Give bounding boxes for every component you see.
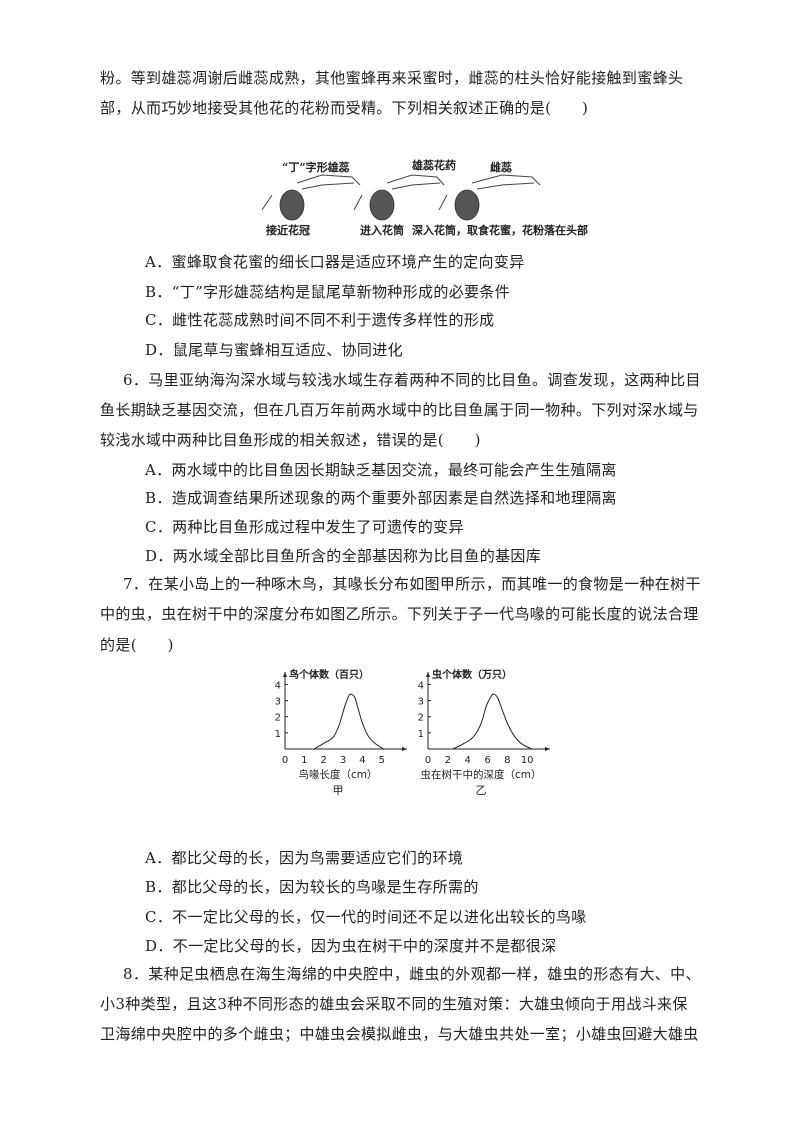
x-tick-label: 3 bbox=[340, 755, 346, 766]
bee-flower-figure: “丁”字形雄蕊 雄蕊花药 雌蕊 接近花冠 进入花筒 深入花筒，取食花蜜，花粉落在… bbox=[261, 155, 588, 245]
q7-option-c: C．不一定比父母的长，仅一代的时间还不足以进化出较长的鸟喙 bbox=[145, 908, 587, 926]
q5-option-d: D．鼠尾草与蜜蜂相互适应、协同进化 bbox=[145, 341, 403, 359]
y-axis-label: 虫个体数（万只） bbox=[432, 668, 512, 681]
x-axis-label: 鸟喙长度（cm） bbox=[298, 768, 377, 781]
q6-text-line: 6．马里亚纳海沟深水域与较浅水域生存着两种不同的比目鱼。调查发现，这两种比目 bbox=[123, 371, 701, 389]
x-tick-label: 2 bbox=[321, 755, 327, 766]
y-tick-label: 1 bbox=[418, 729, 424, 740]
bee-illustration bbox=[261, 174, 541, 221]
x-tick-label: 2 bbox=[445, 755, 451, 766]
y-tick-label: 2 bbox=[418, 713, 424, 724]
q5-text-line: 部，从而巧妙地接受其他花的花粉而受精。下列相关叙述正确的是( ) bbox=[100, 99, 589, 117]
label-deep: 深入花筒，取食花蜜，花粉落在头部 bbox=[412, 224, 588, 237]
y-tick-label: 2 bbox=[275, 713, 281, 724]
q7-text-line: 7．在某小岛上的一种啄木鸟，其喙长分布如图甲所示，而其唯一的食物是一种在树干 bbox=[123, 575, 701, 593]
distribution-curve bbox=[313, 693, 385, 750]
x-tick-label: 6 bbox=[484, 755, 490, 766]
x-tick-label: 1 bbox=[301, 755, 307, 766]
bee-body-3 bbox=[454, 189, 480, 221]
q7-text-line: 中的虫，虫在树干中的深度分布如图乙所示。下列关于子一代鸟喙的可能长度的说法合理 bbox=[100, 605, 699, 623]
bee-body-1 bbox=[279, 189, 305, 221]
q6-option-c: C．两种比目鱼形成过程中发生了可遗传的变异 bbox=[145, 518, 464, 536]
q7-text-line: 的是( ) bbox=[100, 636, 174, 654]
q6-option-d: D．两水域全部比目鱼所含的全部基因称为比目鱼的基因库 bbox=[145, 547, 542, 565]
bee-body-2 bbox=[369, 189, 395, 221]
x-tick-label: 4 bbox=[359, 755, 365, 766]
q7-option-d: D．不一定比父母的长，因为虫在树干中的深度并不是都很深 bbox=[145, 937, 557, 955]
x-axis-arrow bbox=[402, 747, 407, 751]
x-tick-label: 4 bbox=[464, 755, 470, 766]
label-pistil: 雌蕊 bbox=[490, 161, 512, 174]
y-axis-arrow bbox=[283, 672, 287, 677]
chart-title: 甲 bbox=[333, 784, 344, 797]
distribution-curve bbox=[452, 693, 533, 750]
q5-option-c: C．雌性花蕊成熟时间不同不利于遗传多样性的形成 bbox=[145, 311, 495, 329]
label-t-stamen: “丁”字形雄蕊 bbox=[282, 161, 350, 174]
label-anther: 雄蕊花药 bbox=[412, 159, 456, 172]
q8-text-line: 小3种类型，且这3种不同形态的雄虫会采取不同的生殖对策：大雄虫倾向于用战斗来保 bbox=[100, 995, 688, 1013]
x-tick-label: 0 bbox=[425, 755, 431, 766]
q5-text-line: 粉。等到雄蕊凋谢后雌蕊成熟，其他蜜蜂再来采蜜时，雌蕊的柱头恰好能接触到蜜蜂头 bbox=[100, 69, 684, 87]
x-tick-label: 0 bbox=[282, 755, 288, 766]
y-tick-label: 3 bbox=[275, 697, 281, 708]
q6-option-b: B．造成调查结果所述现象的两个重要外部因素是自然选择和地理隔离 bbox=[145, 489, 617, 507]
label-enter: 进入花筒 bbox=[360, 224, 404, 237]
x-tick-label: 8 bbox=[504, 755, 510, 766]
q6-option-a: A．两水域中的比目鱼因长期缺乏基因交流，最终可能会产生生殖隔离 bbox=[145, 461, 617, 479]
x-tick-label: 10 bbox=[521, 755, 534, 766]
q6-text-line: 较浅水域中两种比目鱼形成的相关叙述，错误的是( ) bbox=[100, 431, 481, 449]
q5-option-a: A．蜜蜂取食花蜜的细长口器是适应环境产生的定向变异 bbox=[145, 253, 525, 271]
q8-text-line: 卫海绵中央腔中的多个雌虫；中雄虫会模拟雌虫，与大雄虫共处一室；小雄虫回避大雄虫 bbox=[100, 1025, 699, 1043]
y-tick-label: 4 bbox=[275, 680, 281, 691]
y-tick-label: 4 bbox=[418, 680, 424, 691]
y-axis-label: 鸟个体数（百只） bbox=[289, 668, 369, 681]
q6-text-line: 鱼长期缺乏基因交流，但在几百万年前两水域中的比目鱼属于同一物种。下列对深水域与 bbox=[100, 401, 699, 419]
q5-option-b: B．“丁”字形雄蕊结构是鼠尾草新物种形成的必要条件 bbox=[145, 283, 511, 301]
y-axis-arrow bbox=[426, 672, 430, 677]
q8-text-line: 8．某种足虫栖息在海生海绵的中央腔中，雌虫的外观都一样，雄虫的形态有大、中、 bbox=[123, 965, 701, 983]
y-tick-label: 1 bbox=[275, 729, 281, 740]
q7-option-b: B．都比父母的长，因为较长的鸟喙是生存所需的 bbox=[145, 878, 479, 896]
x-axis-label: 虫在树干中的深度（cm） bbox=[420, 768, 541, 781]
label-approach: 接近花冠 bbox=[266, 224, 310, 237]
y-tick-label: 3 bbox=[418, 697, 424, 708]
chart-title: 乙 bbox=[476, 784, 487, 797]
q7-option-a: A．都比父母的长，因为鸟需要适应它们的环境 bbox=[145, 849, 464, 867]
x-tick-label: 5 bbox=[379, 755, 385, 766]
x-axis-arrow bbox=[545, 747, 550, 751]
